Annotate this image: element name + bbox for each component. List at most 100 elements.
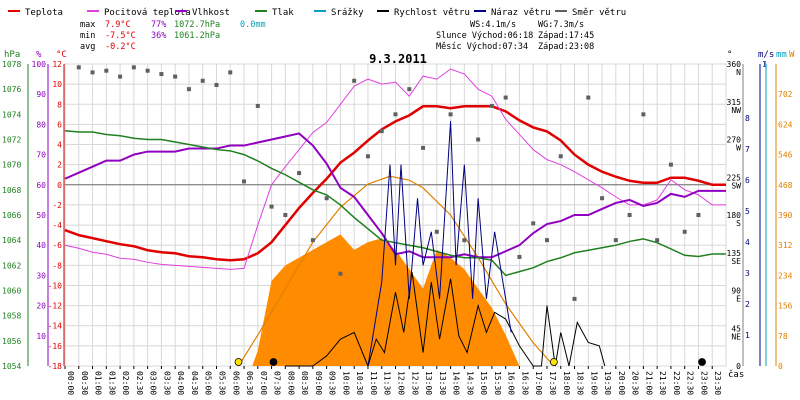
direction-tick-label: 315	[727, 98, 742, 107]
wind-direction-point	[627, 213, 632, 217]
solar-tick-label: 156	[778, 302, 793, 311]
chart-title: 9.3.2011	[369, 52, 427, 66]
x-tick-label: 21:30	[658, 371, 667, 395]
wind-speed-line	[285, 271, 606, 368]
wind-direction-point	[242, 179, 247, 184]
x-tick-label: 00:30	[80, 371, 89, 395]
x-tick-label: 06:30	[245, 371, 254, 395]
temperature-tick-label: -8	[52, 261, 62, 270]
x-tick-label: 08:30	[300, 371, 309, 395]
pressure-tick-label: 1068	[2, 186, 21, 195]
x-tick-label: 21:00	[644, 371, 653, 395]
pressure-line	[64, 129, 726, 277]
temperature-tick-label: 6	[57, 120, 62, 129]
wind-direction-point	[297, 171, 302, 176]
pressure-tick-label: 1070	[2, 161, 21, 170]
wind-direction-point	[118, 74, 123, 79]
pressure-tick-label: 1064	[2, 236, 21, 245]
x-tick-label: 01:30	[107, 371, 116, 395]
pressure-tick-label: 1062	[2, 261, 21, 270]
humidity-tick-label: 70	[36, 151, 46, 160]
wind-gust-stat: WG:7.3m/s	[538, 20, 584, 30]
x-tick-label: 18:00	[562, 371, 571, 395]
wind-unit-label: m/s	[758, 50, 774, 60]
direction-tick-label: 270	[727, 136, 742, 145]
temperature-tick-label: -6	[52, 241, 62, 250]
x-tick-label: 14:30	[465, 371, 474, 395]
wind-direction-point	[668, 162, 673, 167]
wind-direction-point	[186, 87, 191, 92]
x-tick-label: 05:30	[217, 371, 226, 395]
stats-value: 36%	[151, 31, 166, 41]
x-tick-label: 22:30	[686, 371, 695, 395]
x-tick-label: 00:00	[66, 371, 75, 395]
wind-direction-point	[393, 112, 398, 117]
x-tick-label: 20:00	[617, 371, 626, 395]
wind-direction-point	[544, 238, 549, 243]
x-tick-label: 23:30	[713, 371, 722, 395]
solar-tick-label: 390	[778, 211, 793, 220]
wind-direction-point	[517, 254, 522, 259]
pressure-tick-label: 1066	[2, 211, 21, 220]
temperature-tick-label: 0	[57, 181, 62, 190]
wind-direction-point	[214, 82, 219, 87]
wind-tick-label: 5	[745, 207, 750, 216]
x-tick-label: 02:00	[121, 371, 130, 395]
moon-rise-stat: Měsíc Východ:07:34	[436, 42, 528, 52]
wind-direction-point	[173, 74, 178, 79]
humidity-tick-label: 100	[32, 60, 47, 69]
stats-value: -7.5°C	[105, 31, 136, 41]
legend-label: Vlhkost	[192, 8, 230, 18]
wind-direction-point	[421, 145, 426, 150]
pressure-tick-label: 1078	[2, 60, 21, 69]
solar-tick-label: 702	[778, 90, 793, 99]
legend: Teplota Pocitová teplota Vlhkost Tlak Srážky…	[8, 8, 626, 18]
wind-tick-label: 8	[745, 114, 750, 123]
direction-tick-label: E	[736, 295, 741, 304]
wind-direction-point	[558, 154, 563, 159]
pressure-unit-label: hPa	[4, 50, 20, 60]
direction-tick-label: SE	[731, 257, 741, 266]
stats-value: max	[80, 20, 95, 30]
wind-direction-point	[462, 238, 467, 243]
stats-value: min	[80, 31, 95, 41]
wind-direction-point	[104, 68, 109, 73]
x-tick-label: 16:00	[507, 371, 516, 395]
humidity-unit-label: %	[36, 50, 42, 60]
wind-direction-point	[255, 103, 260, 108]
wind-direction-point	[531, 221, 536, 226]
x-tick-label: 12:30	[410, 371, 419, 395]
x-tick-label: 07:30	[273, 371, 282, 395]
solar-area	[238, 175, 555, 367]
rain-unit-label: mm	[776, 50, 787, 60]
direction-tick-label: SW	[731, 181, 741, 190]
humidity-tick-label: 30	[36, 271, 46, 280]
moon-set-stat: Západ:23:08	[538, 42, 594, 52]
wind-speed-stat: WS:4.1m/s	[470, 20, 516, 30]
wind-tick-label: 1	[762, 60, 767, 69]
solar-tick-label: 624	[778, 120, 793, 129]
wind-direction-point	[324, 196, 329, 201]
temperature-tick-label: 2	[57, 161, 62, 170]
humidity-tick-label: 40	[36, 241, 46, 250]
wind-direction-point	[434, 229, 439, 234]
wind-direction-point	[269, 204, 274, 209]
direction-tick-label: 135	[727, 249, 742, 258]
stats-value: 1061.2hPa	[174, 31, 220, 41]
wind-direction-point	[682, 229, 687, 234]
x-tick-label: 01:00	[94, 371, 103, 395]
direction-tick-label: 180	[727, 211, 742, 220]
direction-tick-label: NE	[731, 332, 741, 341]
stats-value: 1072.7hPa	[174, 20, 220, 30]
wind-direction-point	[586, 95, 591, 100]
x-tick-label: 15:30	[493, 371, 502, 395]
plot-series	[64, 65, 726, 368]
wind-direction-point	[159, 72, 164, 77]
wind-direction-point	[338, 271, 343, 276]
direction-tick-label: 360	[727, 60, 742, 69]
x-tick-label: 06:00	[231, 371, 240, 395]
humidity-tick-label: 20	[36, 302, 46, 311]
x-tick-label: 04:30	[190, 371, 199, 395]
